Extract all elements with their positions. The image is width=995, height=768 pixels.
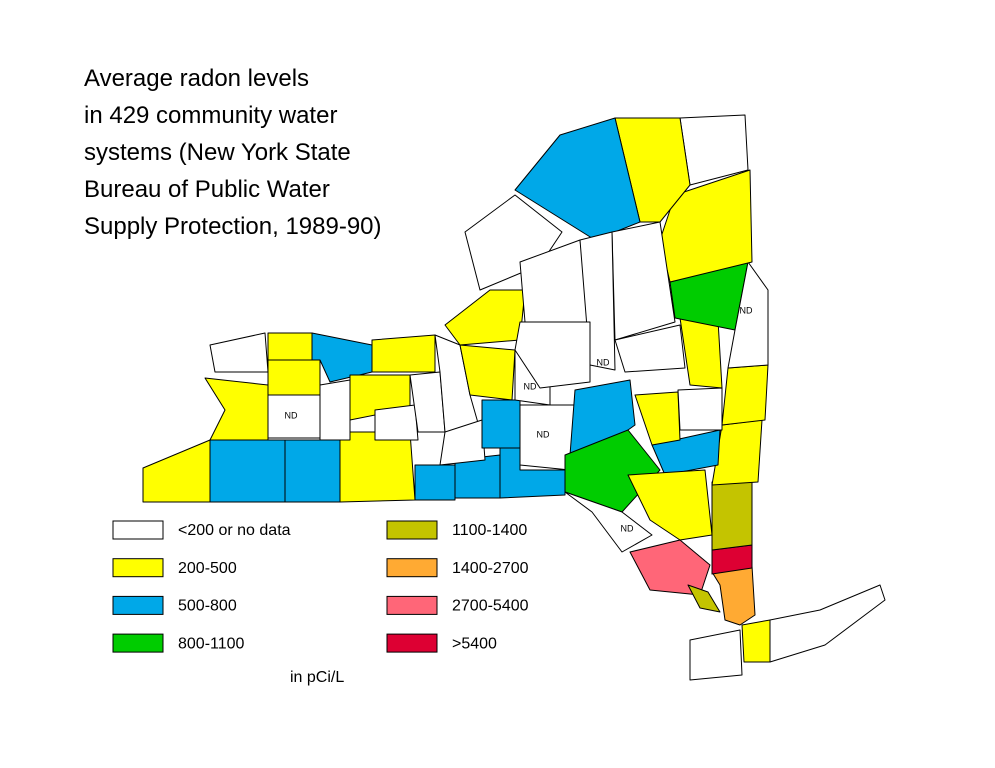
county [741,619,771,663]
nd-label: ND [597,357,610,367]
legend-label: 200-500 [178,560,237,577]
legend-label: 500-800 [178,598,237,615]
county [659,169,753,283]
county [319,379,351,441]
legend-label: 1400-2700 [452,560,529,577]
nd-label: ND [740,305,753,315]
legend-label: >5400 [452,635,497,652]
county [284,439,341,503]
county [677,387,723,431]
county [204,377,269,441]
county [142,439,211,503]
county [721,364,769,426]
nd-label: ND [621,523,634,533]
county [439,419,486,466]
title-line: Supply Protection, 1989-90) [84,213,382,240]
legend-swatch [386,633,438,653]
legend-swatch [386,595,438,615]
county [627,469,713,541]
legend-label: 800-1100 [178,635,245,652]
county [679,317,723,389]
nd-label: ND [524,381,537,391]
county [209,439,286,503]
county [339,431,416,503]
legend-swatch [386,520,438,540]
county [464,194,563,291]
legend-swatch [112,520,164,540]
county [514,117,641,241]
county [727,261,769,369]
unit-note: in pCi/L [290,669,344,686]
county [444,289,526,346]
legend-swatch [112,595,164,615]
county [769,584,886,663]
legend-label: <200 or no data [178,522,291,539]
legend-label: 2700-5400 [452,598,529,615]
county [564,491,653,553]
county [267,359,321,396]
county [267,332,313,361]
legend-label: 1100-1400 [452,522,527,539]
county [687,584,721,613]
county [374,404,419,441]
nd-label: ND [285,410,298,420]
title: Average radon levels in 429 community wa… [84,65,382,240]
county [711,481,753,551]
county [711,565,756,626]
county [414,464,456,501]
county [209,332,269,373]
county [689,629,743,681]
county [514,321,591,389]
county [634,391,681,446]
county [629,539,711,596]
county [371,334,436,373]
county [614,324,686,373]
county [481,399,521,449]
title-line: in 429 community water [84,102,337,129]
legend: <200 or no data 200-500 500-800 800-1100 110… [112,520,529,653]
nd-label: ND [537,429,550,439]
title-line: systems (New York State [84,139,351,166]
nd-labels: ND ND ND ND ND ND [285,305,753,533]
legend-swatch [112,633,164,653]
legend-swatch [386,558,438,578]
title-line: Bureau of Public Water [84,176,330,203]
counties [142,114,886,681]
title-line: Average radon levels [84,65,309,92]
legend-swatch [112,558,164,578]
